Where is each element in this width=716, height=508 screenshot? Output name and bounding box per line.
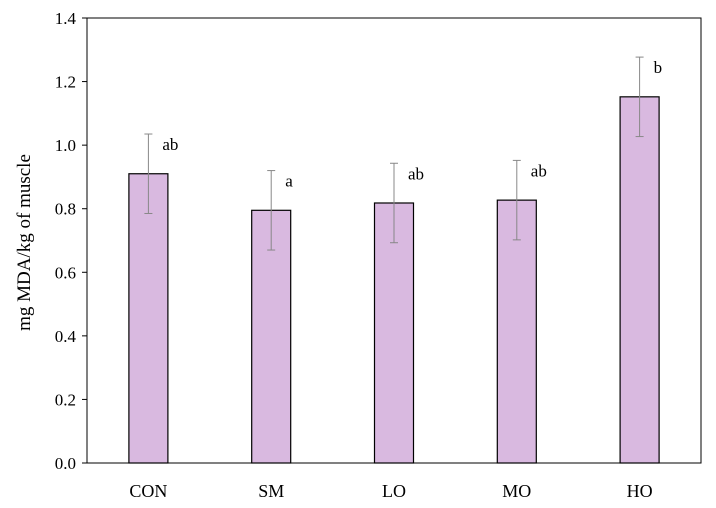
y-tick-label: 0.8: [55, 200, 76, 219]
annotation-mo: ab: [531, 161, 547, 180]
y-tick-labels: 0.0 0.2 0.4 0.6 0.8 1.0 1.2 1.4: [55, 9, 77, 473]
bar-sm: [251, 209, 292, 464]
y-tick-label: 1.4: [55, 9, 77, 28]
y-tick-label: 0.0: [55, 454, 76, 473]
bar-con: [128, 173, 169, 464]
y-tick-label: 1.0: [55, 136, 76, 155]
x-label-lo: LO: [382, 481, 406, 501]
error-bars: [144, 56, 644, 251]
x-label-sm: SM: [258, 481, 284, 501]
y-axis-title: mg MDA/kg of muscle: [14, 154, 35, 331]
x-label-mo: MO: [502, 481, 531, 501]
y-tick-label: 0.4: [55, 327, 77, 346]
annotation-lo: ab: [408, 164, 424, 183]
y-tick-label: 0.6: [55, 263, 76, 282]
annotation-con: ab: [162, 135, 178, 154]
annotations: ab a ab ab b: [162, 58, 662, 190]
bar-ho: [619, 96, 660, 464]
annotation-ho: b: [654, 58, 663, 77]
x-category-labels: CON SM LO MO HO: [129, 481, 652, 501]
x-label-ho: HO: [627, 481, 653, 501]
annotation-sm: a: [285, 172, 293, 191]
bars: [128, 96, 660, 464]
x-label-con: CON: [129, 481, 167, 501]
y-tick-label: 1.2: [55, 73, 76, 92]
y-tick-label: 0.2: [55, 390, 76, 409]
